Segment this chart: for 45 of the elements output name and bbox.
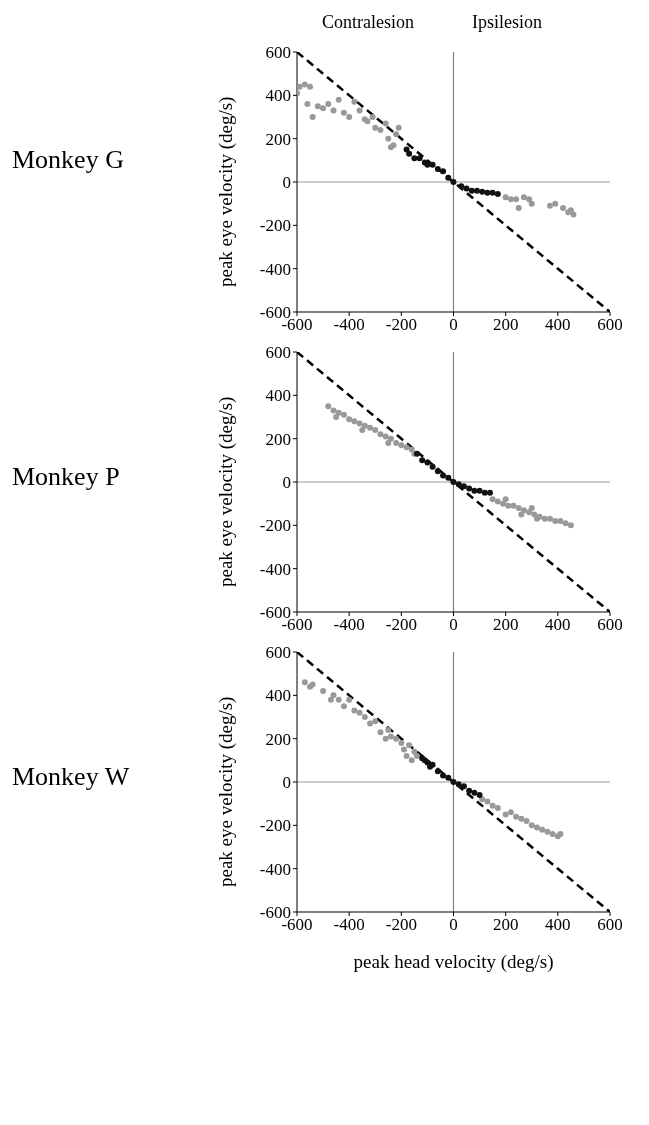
x-tick-label: -400 [333, 915, 365, 935]
x-axis-title: peak head velocity (deg/s) [353, 951, 554, 973]
y-tick-label: 600 [265, 343, 291, 363]
y-tick-label: -400 [259, 859, 291, 879]
y-tick-label: -400 [259, 259, 291, 279]
x-tick-label: 200 [492, 915, 519, 935]
text: Monkey W [11, 762, 131, 793]
text: Monkey G [11, 145, 125, 176]
y-tick-label: 400 [265, 86, 291, 106]
y-tick-label: 200 [265, 729, 291, 749]
x-tick-label: 400 [545, 615, 571, 635]
y-axis-title: peak eye velocity (deg/s) [214, 396, 237, 587]
x-tick-label: -200 [385, 315, 417, 335]
text: Monkey P [11, 462, 121, 493]
x-tick-label: 0 [449, 915, 458, 935]
x-tick-label: 600 [597, 615, 623, 635]
y-tick-label: 200 [265, 429, 291, 449]
x-tick-label: 0 [449, 315, 458, 335]
y-tick-label: -200 [259, 516, 291, 536]
text: Contralesion [322, 12, 414, 33]
y-tick-label: 400 [265, 386, 291, 406]
x-tick-label: 400 [545, 315, 571, 335]
y-tick-label: -200 [259, 816, 291, 836]
y-tick-label: 0 [282, 773, 291, 793]
x-tick-label: 200 [492, 315, 519, 335]
x-tick-label: -200 [385, 615, 417, 635]
x-tick-label: 0 [449, 615, 458, 635]
x-tick-label: 400 [545, 915, 571, 935]
x-tick-label: -200 [385, 915, 417, 935]
x-tick-label: 600 [597, 315, 623, 335]
y-axis-title: peak eye velocity (deg/s) [214, 696, 237, 887]
y-tick-label: -400 [259, 559, 291, 579]
y-tick-label: 400 [265, 686, 291, 706]
y-tick-label: -200 [259, 216, 291, 236]
y-tick-label: 0 [282, 173, 291, 193]
y-tick-label: 600 [265, 43, 291, 63]
y-tick-label: 600 [265, 643, 291, 663]
text: Ipsilesion [472, 12, 542, 33]
y-axis-title: peak eye velocity (deg/s) [214, 96, 237, 287]
y-tick-label: 0 [282, 473, 291, 493]
x-tick-label: -400 [333, 315, 365, 335]
x-tick-label: -400 [333, 615, 365, 635]
x-tick-label: 600 [597, 915, 623, 935]
y-tick-label: 200 [265, 129, 291, 149]
x-tick-label: 200 [492, 615, 519, 635]
